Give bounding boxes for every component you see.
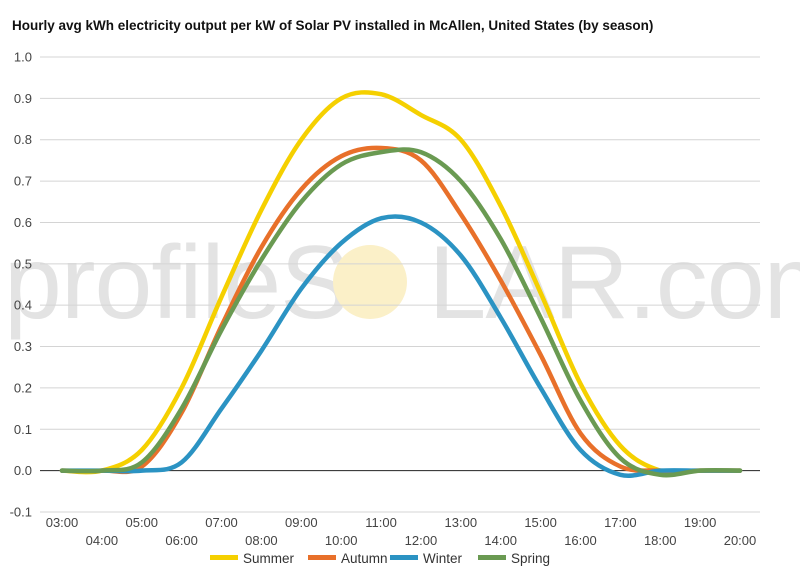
y-tick-label: 0.8 bbox=[14, 132, 32, 147]
legend-label: Autumn bbox=[341, 551, 388, 566]
x-tick-label: 07:00 bbox=[205, 515, 238, 530]
legend-label: Winter bbox=[423, 551, 463, 566]
x-axis: 03:00 04:00 05:00 06:00 07:00 08:00 09:00 10:00… bbox=[46, 515, 757, 548]
y-tick-label: 1.0 bbox=[14, 50, 32, 65]
series-lines bbox=[59, 90, 743, 478]
x-tick-label: 03:00 bbox=[46, 515, 79, 530]
y-tick-label: 0.2 bbox=[14, 380, 32, 395]
y-tick-label: 0.0 bbox=[14, 463, 32, 478]
legend-swatch bbox=[478, 555, 506, 560]
x-tick-label: 19:00 bbox=[684, 515, 717, 530]
x-tick-label: 18:00 bbox=[644, 533, 677, 548]
watermark-sun-icon bbox=[333, 245, 407, 319]
series-line-winter bbox=[59, 214, 743, 478]
y-tick-label: 0.5 bbox=[14, 256, 32, 271]
series-line-summer bbox=[59, 90, 743, 475]
x-tick-label: 08:00 bbox=[245, 533, 278, 548]
watermark: profileSOLAR.com bbox=[4, 225, 800, 341]
legend[interactable]: Summer Autumn Winter Spring bbox=[210, 551, 550, 566]
y-tick-label: 0.9 bbox=[14, 91, 32, 106]
legend-label: Summer bbox=[243, 551, 295, 566]
x-tick-label: 20:00 bbox=[724, 533, 757, 548]
x-tick-label: 17:00 bbox=[604, 515, 637, 530]
y-axis: -0.1 0.0 0.1 0.2 0.3 0.4 0.5 0.6 0.7 0.8 0.9 1.0 bbox=[10, 50, 32, 520]
x-tick-label: 15:00 bbox=[524, 515, 557, 530]
legend-item-summer[interactable]: Summer bbox=[210, 551, 295, 566]
y-tick-label: 0.1 bbox=[14, 422, 32, 437]
x-tick-label: 04:00 bbox=[86, 533, 119, 548]
watermark-text: profileSOLAR.com bbox=[4, 225, 800, 341]
gridlines bbox=[40, 56, 760, 513]
x-tick-label: 10:00 bbox=[325, 533, 358, 548]
legend-item-winter[interactable]: Winter bbox=[390, 551, 463, 566]
chart-title: Hourly avg kWh electricity output per kW… bbox=[12, 18, 654, 33]
x-tick-label: 06:00 bbox=[165, 533, 198, 548]
x-tick-label: 16:00 bbox=[564, 533, 597, 548]
y-tick-label: 0.4 bbox=[14, 298, 32, 313]
x-tick-label: 09:00 bbox=[285, 515, 318, 530]
x-tick-label: 14:00 bbox=[484, 533, 517, 548]
legend-item-autumn[interactable]: Autumn bbox=[308, 551, 388, 566]
x-tick-label: 13:00 bbox=[445, 515, 478, 530]
series-line-spring bbox=[59, 147, 743, 478]
x-tick-label: 11:00 bbox=[365, 515, 397, 530]
x-tick-label: 12:00 bbox=[405, 533, 438, 548]
x-tick-label: 05:00 bbox=[125, 515, 158, 530]
legend-swatch bbox=[308, 555, 336, 560]
legend-item-spring[interactable]: Spring bbox=[478, 551, 550, 566]
y-tick-label: 0.6 bbox=[14, 215, 32, 230]
legend-swatch bbox=[390, 555, 418, 560]
legend-label: Spring bbox=[511, 551, 550, 566]
y-tick-label: 0.7 bbox=[14, 174, 32, 189]
y-tick-label: -0.1 bbox=[10, 505, 32, 520]
legend-swatch bbox=[210, 555, 238, 560]
y-tick-label: 0.3 bbox=[14, 339, 32, 354]
